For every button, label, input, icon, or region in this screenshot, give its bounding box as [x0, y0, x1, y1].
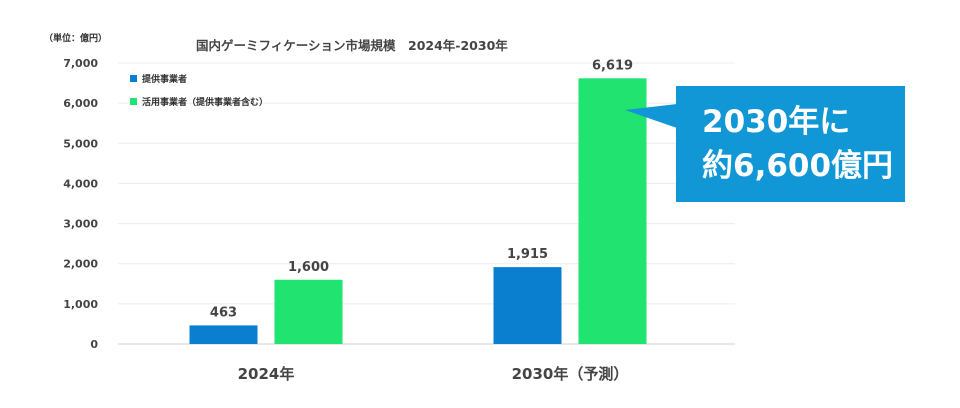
y-tick-label: 6,000	[63, 97, 98, 110]
y-tick-label: 4,000	[63, 177, 98, 190]
legend-swatch-provider	[130, 75, 137, 82]
chart-title: 国内ゲーミフィケーション市場規模 2024年-2030年	[196, 38, 508, 53]
callout-box: 2030年に 約6,600億円	[676, 86, 905, 202]
callout-pointer	[625, 104, 677, 128]
legend-item-provider: 提供事業者	[130, 72, 187, 85]
x-axis: 2024年 2030年（予測）	[238, 365, 629, 383]
y-axis: 0 1,000 2,000 3,000 4,000 5,000 6,000 7,000	[63, 57, 98, 351]
bar	[274, 279, 343, 344]
data-label: 463	[210, 305, 237, 320]
x-tick-label: 2024年	[238, 365, 295, 383]
bars: 463 1,915 1,600 6,619	[189, 58, 647, 344]
legend-swatch-user	[130, 98, 137, 105]
x-tick-label: 2030年（予測）	[512, 365, 629, 383]
bar	[578, 78, 647, 344]
bar	[493, 267, 562, 344]
legend-label-provider: 提供事業者	[142, 75, 188, 85]
y-tick-label: 5,000	[63, 137, 98, 150]
callout-line-1: 2030年に	[702, 104, 851, 140]
data-label: 6,619	[592, 58, 633, 73]
y-tick-label: 0	[90, 338, 98, 351]
data-label: 1,915	[507, 247, 548, 262]
legend-label-user: 活用事業者（提供事業者含む）	[142, 98, 269, 108]
unit-label: （単位：億円）	[44, 34, 108, 44]
data-label: 1,600	[288, 260, 329, 275]
y-tick-label: 3,000	[63, 218, 98, 231]
y-tick-label: 2,000	[63, 258, 98, 271]
y-tick-label: 7,000	[63, 57, 98, 70]
bar	[189, 325, 258, 344]
y-tick-label: 1,000	[63, 298, 98, 311]
gridlines	[118, 62, 735, 345]
callout-line-2: 約6,600億円	[702, 148, 894, 184]
legend-item-user: 活用事業者（提供事業者含む）	[130, 95, 268, 108]
